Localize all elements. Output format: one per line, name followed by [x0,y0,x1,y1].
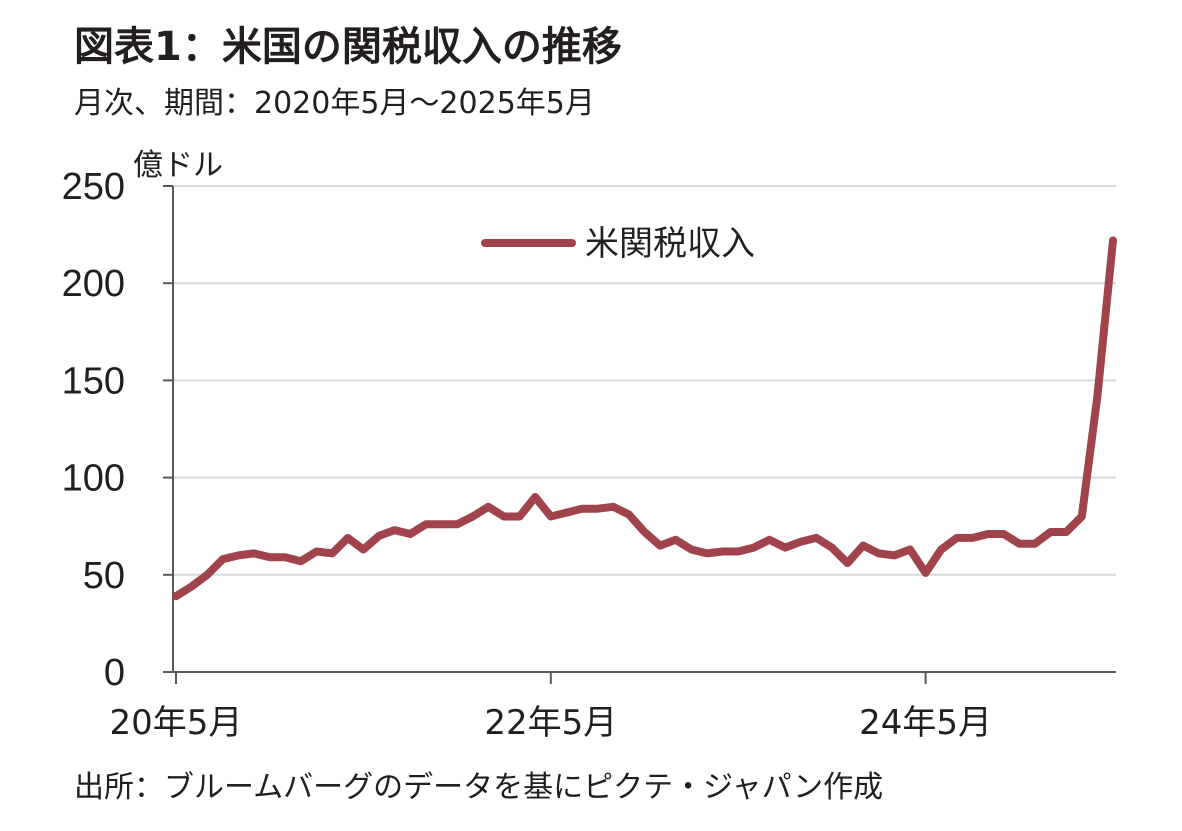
x-tick-label-1: 22年5月 [484,703,617,743]
y-tick-label-200: 200 [62,263,125,305]
y-tick-label-100: 100 [62,458,125,500]
series-line-tariff-revenue [172,236,1117,601]
y-axis-unit: 億ドル [133,148,223,183]
chart-subtitle: 月次、期間：2020年5月～2025年5月 [74,86,595,121]
y-tick-label-150: 150 [62,360,125,402]
x-tick-label-0: 20年5月 [110,703,243,743]
source-note: 出所：ブルームバーグのデータを基にピクテ・ジャパン作成 [74,770,884,805]
legend-label: 米関税収入 [585,224,755,264]
x-tick-label-2: 24年5月 [859,703,992,743]
y-tick-label-250: 250 [62,166,125,208]
y-tick-label-50: 50 [83,555,125,597]
y-tick-label-0: 0 [104,652,125,694]
chart-title: 図表1：米国の関税収入の推移 [74,24,622,70]
